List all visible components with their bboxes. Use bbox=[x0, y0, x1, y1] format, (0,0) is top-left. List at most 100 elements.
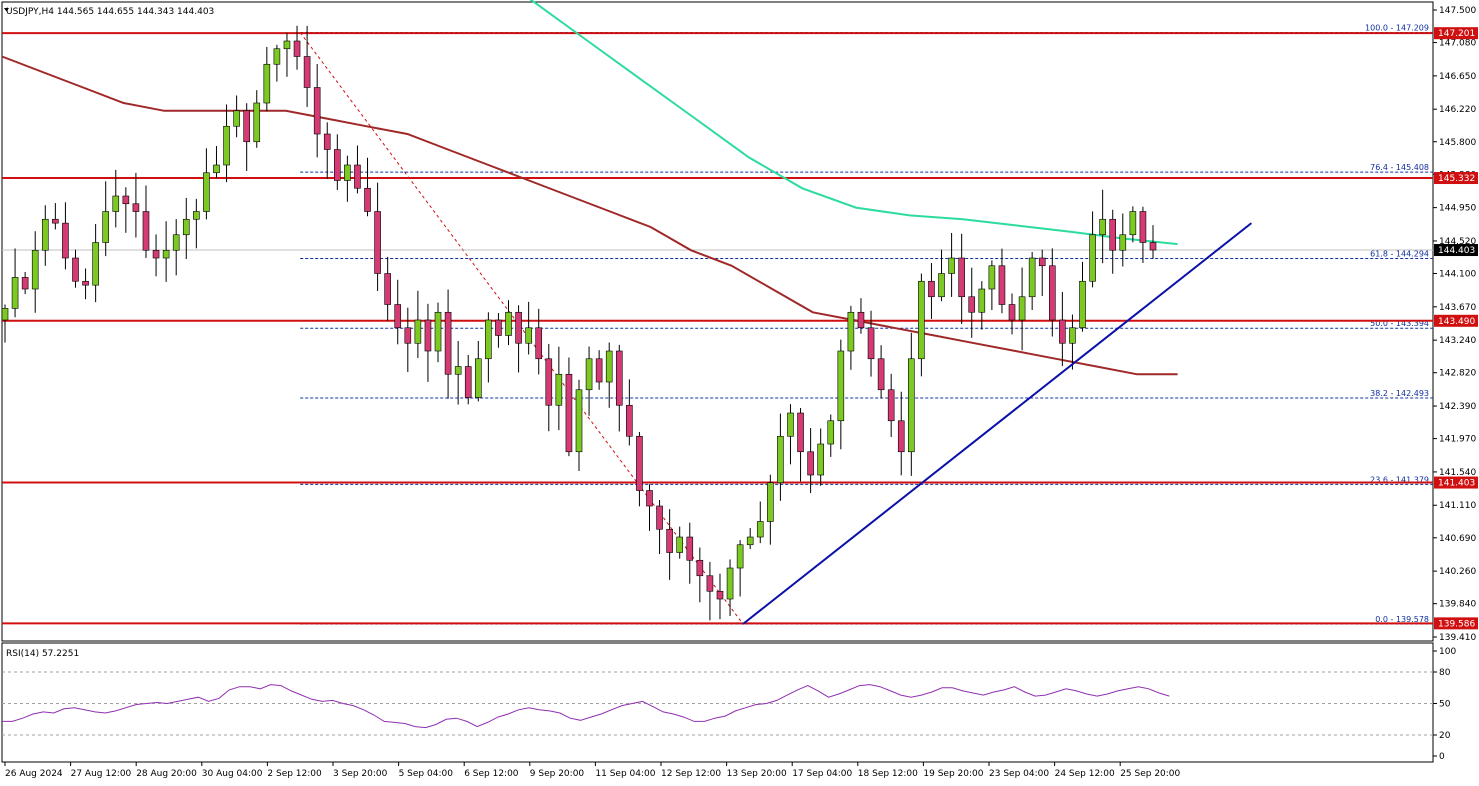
level-price-tag-text: 139.586 bbox=[1438, 619, 1475, 629]
candle-body bbox=[142, 211, 150, 251]
candle-body bbox=[293, 40, 301, 57]
candle-body bbox=[877, 358, 885, 391]
candle-body bbox=[313, 87, 321, 135]
candle-body bbox=[575, 389, 583, 453]
candle-body bbox=[797, 412, 804, 453]
rsi-tick-label: 100 bbox=[1439, 647, 1456, 657]
y-tick-label: 140.690 bbox=[1439, 534, 1476, 544]
candle-body bbox=[756, 521, 764, 538]
candle-body bbox=[908, 358, 915, 453]
current-price-tag bbox=[1434, 244, 1478, 257]
candle-body bbox=[344, 164, 351, 181]
y-tick-label: 144.100 bbox=[1439, 270, 1476, 280]
candle-body bbox=[887, 389, 895, 422]
candle-body bbox=[434, 311, 442, 352]
candle-body bbox=[253, 102, 261, 143]
x-tick-label: 18 Sep 12:00 bbox=[858, 769, 918, 779]
y-tick-label: 141.970 bbox=[1439, 435, 1476, 445]
candle-body bbox=[1139, 211, 1147, 243]
candle-body bbox=[656, 505, 663, 530]
fib-level-label: 23.6 - 141.379 bbox=[1370, 475, 1429, 484]
x-tick-label: 3 Sep 20:00 bbox=[333, 769, 388, 779]
candle-body bbox=[897, 420, 905, 453]
candle-body bbox=[605, 350, 613, 383]
candle-body bbox=[615, 350, 623, 406]
y-tick-label: 146.650 bbox=[1439, 72, 1476, 82]
level-price-tag-text: 147.201 bbox=[1438, 29, 1475, 39]
candle-body bbox=[303, 56, 311, 88]
x-tick-label: 30 Aug 04:00 bbox=[202, 769, 263, 779]
x-tick-label: 13 Sep 20:00 bbox=[727, 769, 787, 779]
candle-body bbox=[233, 110, 240, 127]
candle-body bbox=[273, 48, 281, 65]
candle-body bbox=[1, 308, 9, 321]
candle-body bbox=[283, 40, 291, 50]
candle-body bbox=[777, 435, 784, 484]
candle-body bbox=[1048, 265, 1056, 321]
candle-body bbox=[857, 311, 865, 329]
candle-body bbox=[122, 195, 130, 205]
candle-body bbox=[515, 311, 522, 344]
candle-body bbox=[1059, 319, 1066, 344]
candle-body bbox=[1008, 304, 1016, 321]
rsi-pane-frame bbox=[1, 642, 1434, 763]
candle-body bbox=[968, 296, 976, 313]
y-tick-label: 144.520 bbox=[1439, 237, 1476, 247]
candle-body bbox=[334, 149, 341, 181]
candle-body bbox=[847, 311, 855, 352]
candle-body bbox=[696, 559, 704, 577]
x-tick-label: 17 Sep 04:00 bbox=[792, 769, 852, 779]
candle-body bbox=[172, 234, 180, 251]
candle-body bbox=[464, 366, 472, 398]
level-price-tag bbox=[1434, 27, 1478, 40]
candle-body bbox=[213, 164, 220, 174]
ma-fast-line bbox=[529, 0, 1178, 246]
rsi-header: RSI(14) 57.2251 bbox=[6, 649, 79, 659]
x-tick-label: 25 Sep 20:00 bbox=[1120, 769, 1180, 779]
candle-body bbox=[1149, 242, 1157, 251]
candle-body bbox=[827, 420, 835, 445]
candle-body bbox=[636, 435, 643, 491]
y-tick-label: 143.240 bbox=[1439, 336, 1476, 346]
candle-body bbox=[384, 273, 391, 305]
rsi-line bbox=[2, 684, 1170, 729]
current-price-tag-text: 144.403 bbox=[1438, 246, 1475, 256]
candle-body bbox=[1129, 211, 1137, 236]
candle-body bbox=[646, 490, 653, 507]
candle-body bbox=[92, 242, 99, 286]
candle-body bbox=[1079, 280, 1086, 329]
candle-body bbox=[676, 536, 684, 553]
candle-body bbox=[1099, 218, 1106, 236]
candle-body bbox=[263, 63, 271, 104]
candle-body bbox=[182, 218, 190, 236]
candle-body bbox=[726, 567, 734, 600]
candle-body bbox=[585, 358, 593, 391]
candle-body bbox=[505, 311, 512, 336]
candle-body bbox=[1018, 296, 1026, 321]
candle-body bbox=[787, 412, 794, 437]
y-tick-label: 146.220 bbox=[1439, 105, 1476, 115]
candle-body bbox=[535, 327, 543, 360]
candle-body bbox=[1038, 257, 1046, 267]
candle-body bbox=[686, 536, 694, 561]
candle-body bbox=[323, 133, 331, 150]
y-tick-label: 141.540 bbox=[1439, 468, 1476, 478]
fib-level-label: 61.8 - 144.294 bbox=[1370, 249, 1429, 258]
candle-body bbox=[474, 358, 482, 398]
candle-body bbox=[1069, 327, 1076, 344]
rsi-tick-label: 80 bbox=[1439, 668, 1451, 678]
candle-body bbox=[1089, 234, 1096, 282]
candle-body bbox=[193, 211, 200, 220]
candle-body bbox=[1028, 257, 1036, 298]
candle-body bbox=[102, 211, 110, 243]
level-price-tag-text: 143.490 bbox=[1438, 317, 1475, 327]
candle-body bbox=[867, 327, 875, 360]
y-tick-label: 142.390 bbox=[1439, 402, 1476, 412]
rsi-tick-label: 20 bbox=[1439, 731, 1451, 741]
candle-body bbox=[626, 404, 633, 437]
candle-body bbox=[958, 257, 965, 298]
candle-body bbox=[41, 218, 49, 251]
candle-body bbox=[716, 590, 724, 600]
fib-level-label: 38.2 - 142.493 bbox=[1370, 389, 1429, 398]
